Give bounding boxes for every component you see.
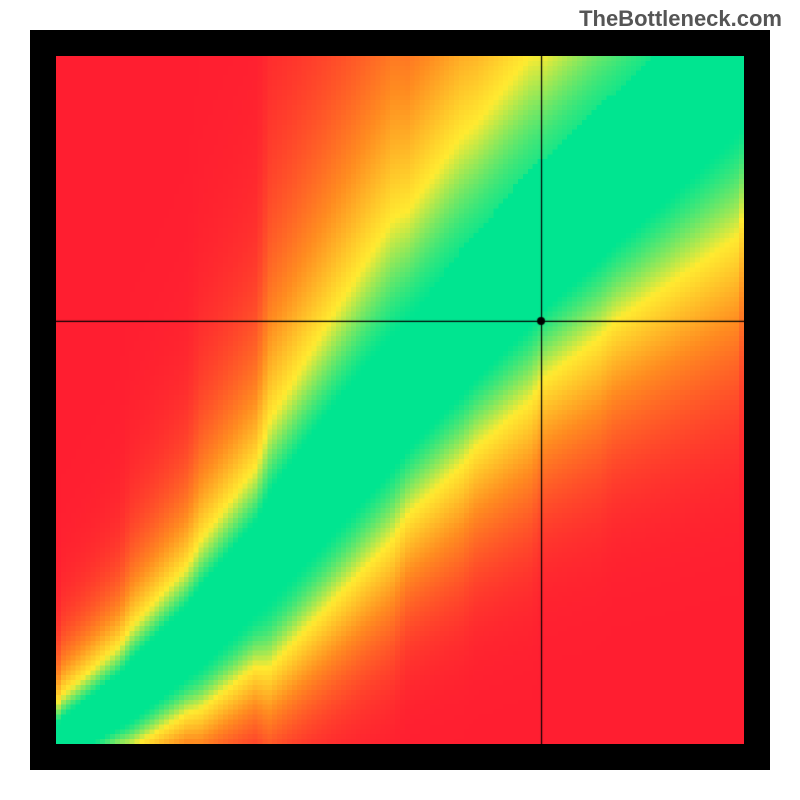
- plot-frame: [30, 30, 770, 770]
- chart-container: TheBottleneck.com: [0, 0, 800, 800]
- crosshair-overlay: [56, 56, 744, 744]
- watermark-text: TheBottleneck.com: [579, 6, 782, 32]
